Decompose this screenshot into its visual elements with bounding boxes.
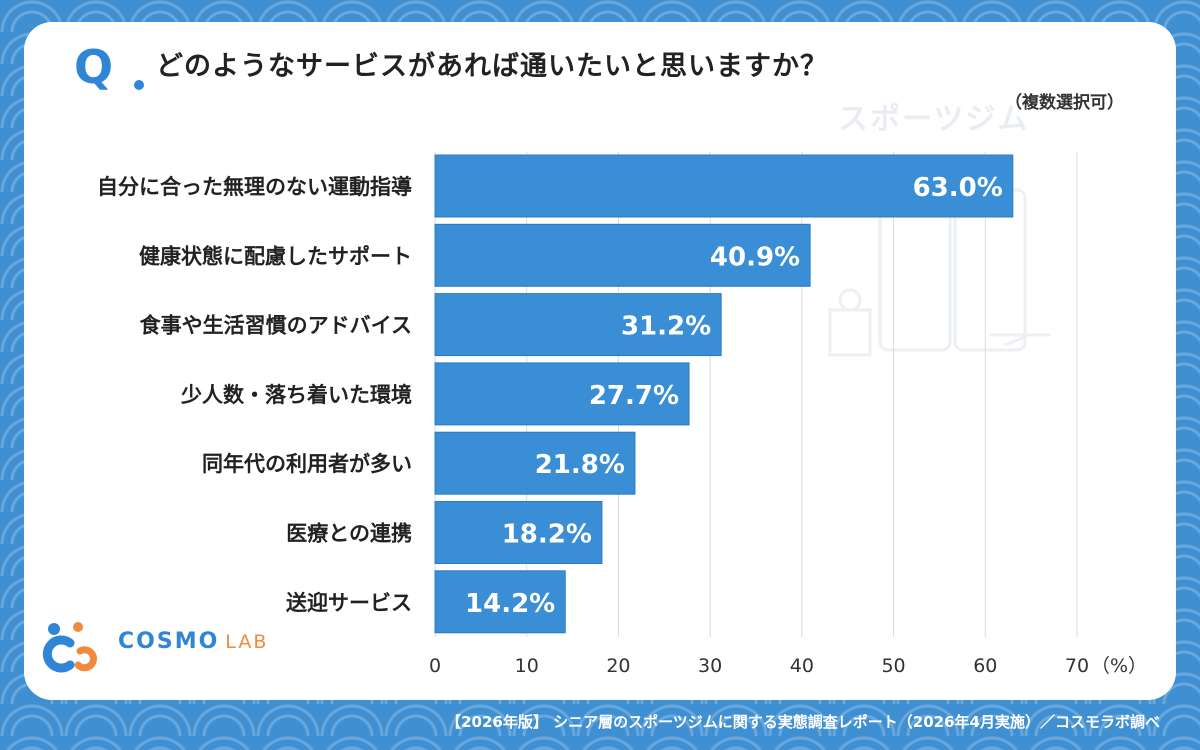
x-tick-label: 50 [881, 655, 905, 677]
x-tick-label: 20 [606, 655, 630, 677]
category-label: 医療との連携 [286, 522, 412, 546]
category-label: 自分に合った無理のない運動指導 [97, 175, 412, 199]
x-tick-label: 10 [515, 655, 539, 677]
x-tick-label: 40 [790, 655, 814, 677]
category-label: 送迎サービス [286, 591, 412, 615]
bar [434, 293, 722, 357]
multiple-choice-note: （複数選択可） [1005, 93, 1124, 113]
category-label: 同年代の利用者が多い [202, 452, 412, 476]
value-label: 31.2% [621, 312, 711, 342]
question-mark: Q [74, 40, 114, 94]
cosmo-lab-logo: COSMO LAB [40, 621, 266, 677]
category-label: 食事や生活習慣のアドバイス [140, 314, 412, 338]
category-label: 健康状態に配慮したサポート [139, 244, 412, 268]
x-tick-label: 60 [973, 655, 997, 677]
chart-card [24, 22, 1176, 700]
question-mark-dot [134, 80, 144, 90]
bar [434, 362, 690, 426]
watermark-text: スポーツジム [838, 102, 1030, 137]
x-tick-label: 30 [698, 655, 722, 677]
question-title: どのようなサービスがあれば通いたいと思いますか？ [156, 51, 828, 82]
value-label: 18.2% [502, 520, 592, 550]
logo-icon [42, 622, 97, 673]
x-axis-unit: （%） [1091, 655, 1147, 677]
value-label: 21.8% [535, 450, 625, 480]
x-tick-label: 70 [1065, 655, 1089, 677]
bar [434, 154, 1014, 218]
bar [434, 501, 603, 564]
value-label: 40.9% [710, 242, 800, 272]
value-label: 27.7% [589, 381, 679, 411]
bar [434, 431, 636, 495]
logo-word-cosmo: COSMO [118, 629, 220, 654]
category-label: 少人数・落ち着いた環境 [180, 383, 412, 407]
bar [434, 223, 811, 287]
x-tick-label: 0 [429, 655, 441, 677]
bar [434, 570, 566, 634]
value-label: 63.0% [913, 173, 1003, 203]
value-label: 14.2% [465, 589, 555, 619]
logo-word-lab: LAB [225, 631, 269, 653]
footer-source: 【2026年版】 シニア層のスポーツジムに関する実態調査レポート（2026年4月… [446, 713, 1160, 731]
